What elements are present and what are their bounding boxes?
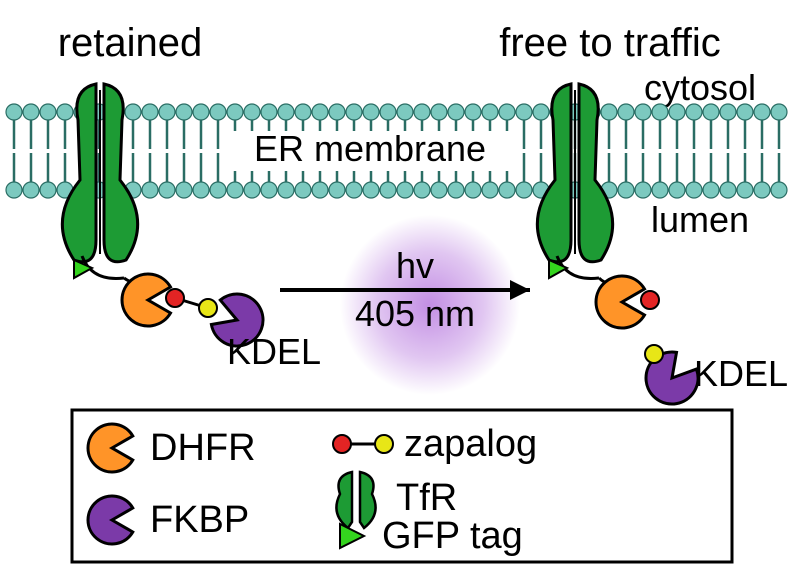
label-er: ER membrane (254, 128, 486, 169)
zapalog-yellow-icon (199, 299, 217, 317)
legend-fkbp-icon (88, 496, 133, 544)
legend-zapalog-icon (333, 435, 351, 453)
label-free: free to traffic (499, 21, 721, 65)
label-hv: hv (396, 245, 434, 286)
label-lumen: lumen (651, 199, 749, 240)
legend-tfr-icon (336, 472, 352, 528)
legend-dhfr-label: DHFR (150, 427, 256, 469)
legend-fkbp-label: FKBP (150, 499, 249, 541)
zapalog-red-icon (166, 289, 184, 307)
label-kdel-left: KDEL (227, 331, 321, 372)
legend-dhfr-icon (88, 424, 133, 472)
label-kdel-right: KDEL (694, 353, 788, 394)
diagram-canvas: retained free to trafficcytosol ER membran… (0, 0, 800, 566)
legend-zapalog-label: zapalog (404, 423, 537, 465)
label-wavelength: 405 nm (355, 293, 475, 334)
dhfr-right-icon (596, 276, 645, 328)
legend-gfp-label: GFP tag (382, 515, 523, 557)
legend-gfp-icon (340, 524, 364, 548)
dhfr-left-icon (122, 274, 171, 326)
label-retained: retained (58, 21, 203, 65)
label-cytosol: cytosol (644, 67, 756, 108)
legend-tfr-label: TfR (396, 477, 457, 519)
